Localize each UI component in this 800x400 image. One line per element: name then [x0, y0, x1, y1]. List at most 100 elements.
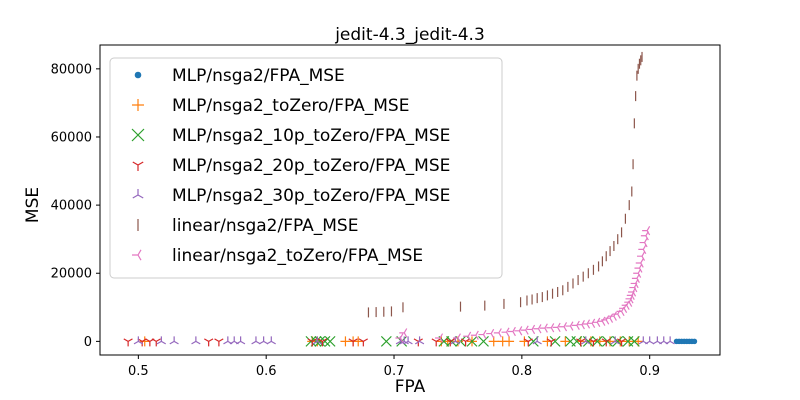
data-point [266, 336, 276, 345]
series-5 [367, 51, 643, 318]
data-point [353, 336, 364, 347]
legend-label: MLP/nsga2_10p_toZero/FPA_MSE [172, 126, 450, 146]
data-point [348, 338, 358, 347]
legend-label: MLP/nsga2_30p_toZero/FPA_MSE [172, 186, 450, 206]
data-point [403, 336, 413, 345]
y-tick-label: 60000 [51, 130, 92, 145]
data-point [501, 327, 510, 337]
data-point [319, 335, 331, 347]
data-point [638, 244, 647, 255]
data-point [628, 335, 640, 347]
legend-label: linear/nsga2_toZero/FPA_MSE [172, 246, 423, 266]
data-point [523, 338, 533, 347]
data-point [214, 338, 224, 347]
chart-title: jedit-4.3_jedit-4.3 [334, 25, 485, 45]
data-point [527, 324, 536, 335]
data-point [635, 258, 644, 268]
series-0 [673, 338, 698, 345]
plot-area [123, 51, 698, 347]
data-point [435, 333, 444, 343]
data-point [463, 331, 472, 341]
data-point [560, 336, 571, 347]
x-tick-label: 0.9 [639, 364, 660, 379]
legend-marker [134, 71, 142, 79]
data-point [191, 336, 201, 345]
y-tick-label: 40000 [51, 199, 92, 214]
data-point [478, 335, 489, 347]
data-point [546, 323, 555, 333]
data-point [533, 324, 542, 334]
axes-frame [99, 44, 721, 356]
x-tick-label: 0.8 [512, 364, 533, 379]
legend-item: MLP/nsga2/FPA_MSE [134, 66, 345, 86]
data-point [639, 237, 648, 248]
data-point [532, 336, 542, 345]
legend-item: linear/nsga2/FPA_MSE [137, 216, 358, 236]
data-point [520, 325, 529, 335]
data-point [565, 321, 574, 331]
data-point [314, 335, 326, 347]
y-axis-label: MSE [23, 187, 43, 223]
data-point [602, 335, 613, 347]
data-point [493, 328, 502, 338]
legend-marker [131, 128, 145, 142]
data-point [445, 338, 455, 347]
legend-label: MLP/nsga2_toZero/FPA_MSE [172, 96, 409, 116]
data-point [546, 338, 556, 347]
data-point [539, 323, 548, 333]
legend-box [109, 57, 503, 279]
data-point [431, 338, 441, 347]
x-tick-label: 0.5 [128, 364, 149, 379]
axes: 0.5 0.6 0.7 0.8 0.9 0 20000 40000 60000 80000 [51, 44, 721, 379]
data-point [358, 338, 368, 347]
legend-label: MLP/nsga2/FPA_MSE [172, 66, 345, 86]
legend-marker [132, 189, 144, 199]
data-point [317, 338, 328, 347]
legend-label: MLP/nsga2_20p_toZero/FPA_MSE [172, 156, 450, 176]
data-point [324, 335, 336, 347]
data-point [504, 336, 515, 347]
y-tick-label: 80000 [51, 62, 92, 77]
x-tick-label: 0.7 [384, 364, 405, 379]
data-point [235, 336, 246, 345]
data-point [507, 326, 516, 337]
legend-marker [132, 161, 144, 171]
data-point [559, 322, 568, 332]
legend-item: MLP/nsga2_20p_toZero/FPA_MSE [132, 156, 450, 176]
data-point [399, 328, 408, 338]
data-point [156, 336, 167, 345]
series-4 [133, 336, 675, 345]
legend-marker [132, 249, 142, 261]
data-point [414, 336, 425, 345]
data-point [601, 338, 611, 347]
legend-item: linear/nsga2_toZero/FPA_MSE [132, 246, 423, 266]
data-point [470, 330, 479, 340]
data-point [486, 328, 495, 339]
x-tick-label: 0.6 [256, 364, 277, 379]
data-point [312, 336, 322, 345]
data-point [204, 338, 214, 347]
legend-item: MLP/nsga2_30p_toZero/FPA_MSE [132, 186, 450, 206]
data-point [307, 338, 317, 347]
legend-marker [132, 99, 144, 111]
data-point [514, 326, 523, 336]
data-point [582, 335, 594, 347]
x-axis-label: FPA [395, 377, 426, 397]
data-point [597, 316, 606, 326]
data-point [624, 336, 635, 347]
data-point [151, 338, 161, 347]
data-point [380, 335, 392, 347]
data-point [610, 336, 620, 345]
data-point [133, 336, 143, 345]
data-point [395, 333, 404, 343]
legend-item: MLP/nsga2_toZero/FPA_MSE [132, 96, 409, 116]
data-point [123, 338, 133, 347]
data-point [637, 251, 646, 261]
data-point [581, 336, 591, 345]
data-point [552, 322, 561, 333]
data-point [616, 338, 627, 347]
data-point [450, 336, 461, 345]
legend-item: MLP/nsga2_10p_toZero/FPA_MSE [131, 126, 450, 146]
data-point [576, 338, 586, 347]
